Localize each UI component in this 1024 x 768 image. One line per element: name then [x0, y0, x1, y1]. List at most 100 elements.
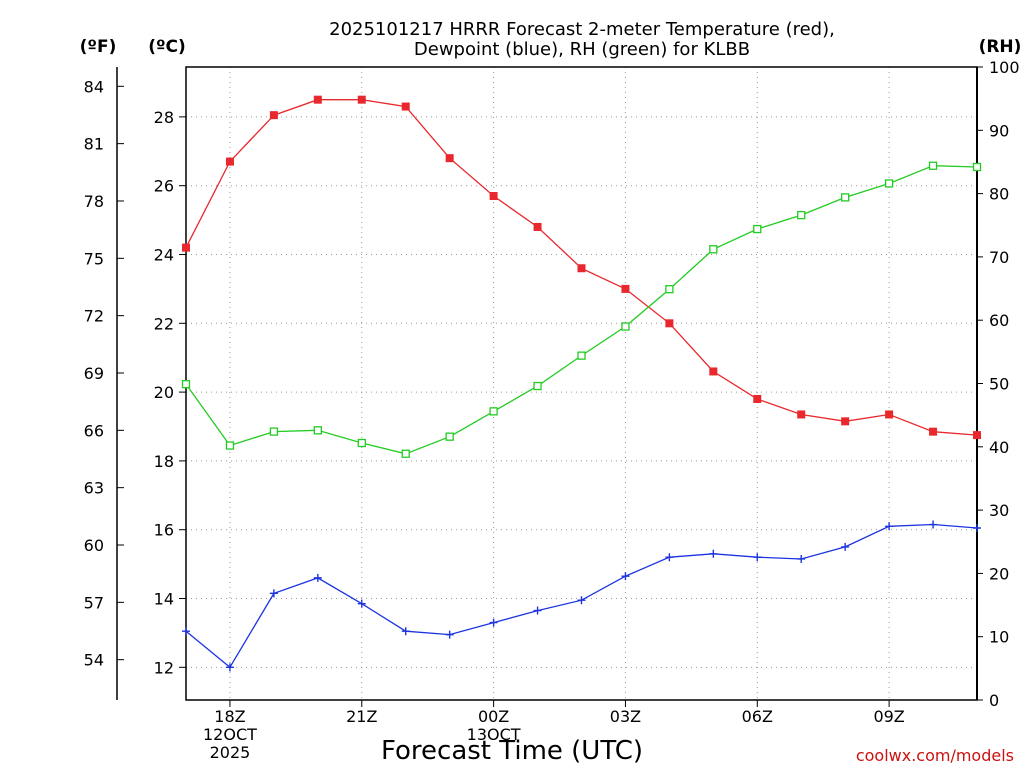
dewpoint-marker	[753, 553, 762, 562]
dewpoint-marker	[182, 627, 190, 636]
celsius-tick-label: 12	[154, 658, 174, 677]
rh-marker	[797, 210, 806, 220]
fahrenheit-unit-label: (ºF)	[80, 37, 117, 57]
rh-marker	[841, 193, 850, 202]
rh-line	[185, 165, 978, 455]
temperature-marker	[533, 222, 542, 231]
fahrenheit-tick-label: 84	[84, 77, 104, 96]
x-tick-label: 03Z	[610, 707, 641, 726]
credit-text: coolwx.com/models	[856, 746, 1014, 765]
dewpoint-marker	[797, 554, 806, 563]
temperature-marker	[401, 102, 410, 111]
celsius-tick-label: 28	[154, 108, 174, 127]
rh-marker	[489, 407, 498, 416]
temperature-marker	[973, 431, 981, 440]
rh-marker	[884, 179, 894, 188]
dewpoint-marker	[225, 663, 234, 672]
rh-marker	[269, 427, 279, 436]
rh-marker	[665, 285, 674, 294]
x-tick-label: 18Z	[214, 707, 245, 726]
temperature-marker	[665, 319, 674, 328]
rh-tick-label: 20	[989, 564, 1009, 583]
temperature-marker	[269, 111, 278, 120]
dewpoint-marker	[489, 618, 498, 627]
rh-marker	[709, 245, 718, 254]
fahrenheit-tick-label: 72	[84, 307, 104, 326]
temperature-marker	[885, 410, 894, 419]
gridlines	[186, 67, 977, 700]
rh-tick-label: 40	[989, 438, 1009, 457]
x-tick-label: 2025	[210, 743, 251, 762]
x-tick-label: 06Z	[742, 707, 773, 726]
x-tick-label: 13OCT	[467, 725, 521, 744]
rh-marker	[928, 161, 938, 170]
rh-marker	[357, 438, 366, 448]
rh-marker	[445, 432, 454, 441]
temperature-marker	[577, 264, 586, 273]
rh-unit-label: (RH)	[979, 37, 1022, 57]
dewpoint-marker	[401, 627, 410, 636]
temperature-marker	[313, 95, 322, 104]
rh-series	[181, 161, 982, 458]
temperature-marker	[621, 284, 630, 293]
rh-tick-label: 0	[989, 691, 999, 710]
temperature-marker	[709, 367, 718, 376]
temperature-marker	[797, 410, 806, 419]
dewpoint-line	[185, 523, 978, 669]
temperature-marker	[445, 154, 454, 163]
temperature-marker	[182, 243, 190, 252]
celsius-tick-label: 18	[154, 452, 174, 471]
fahrenheit-tick-label: 54	[84, 651, 104, 670]
rh-marker	[972, 162, 982, 172]
rh-tick-label: 60	[989, 311, 1009, 330]
rh-marker	[621, 322, 630, 331]
fahrenheit-tick-label: 81	[84, 135, 104, 154]
rh-marker	[753, 224, 762, 234]
x-axis-label: Forecast Time (UTC)	[381, 736, 643, 766]
fahrenheit-tick-label: 66	[84, 421, 104, 440]
rh-tick-label: 30	[989, 501, 1009, 520]
celsius-tick-label: 26	[154, 177, 174, 196]
dewpoint-marker	[929, 520, 938, 529]
tick-labels: 12 14 16 18 20 22 24 26 28 54 57 60 63 66 69 72 75 78 81 84…	[84, 58, 1020, 762]
celsius-tick-label: 16	[154, 521, 174, 540]
dewpoint-marker	[313, 573, 322, 582]
rh-marker	[181, 379, 191, 389]
rh-tick-label: 10	[989, 628, 1009, 647]
temperature-marker	[753, 394, 762, 403]
plot-frame	[185, 66, 978, 701]
dewpoint-marker	[269, 589, 278, 598]
chart-title-line2: Dewpoint (blue), RH (green) for KLBB	[414, 39, 750, 60]
celsius-tick-label: 22	[154, 314, 174, 333]
dewpoint-marker	[357, 599, 366, 608]
rh-tick-label: 70	[989, 248, 1009, 267]
data-series	[181, 95, 982, 672]
dewpoint-series	[182, 520, 981, 672]
dewpoint-marker	[973, 523, 981, 532]
temperature-marker	[929, 427, 938, 436]
dewpoint-marker	[885, 522, 894, 531]
rh-marker	[533, 381, 542, 391]
dewpoint-marker	[621, 572, 630, 581]
temperature-marker	[357, 95, 366, 104]
dewpoint-marker	[577, 596, 586, 605]
rh-tick-label: 80	[989, 185, 1009, 204]
rh-marker	[577, 351, 586, 360]
celsius-unit-label: (ºC)	[148, 37, 186, 57]
temperature-series	[182, 95, 981, 440]
dewpoint-marker	[665, 553, 674, 562]
rh-tick-label: 100	[989, 58, 1020, 77]
fahrenheit-tick-label: 57	[84, 593, 104, 612]
x-tick-label: 00Z	[478, 707, 509, 726]
temperature-marker	[489, 192, 498, 201]
x-tick-label: 12OCT	[203, 725, 257, 744]
dewpoint-marker	[445, 630, 454, 639]
rh-tick-label: 50	[989, 375, 1009, 394]
celsius-tick-label: 14	[154, 590, 174, 609]
rh-marker	[401, 449, 410, 458]
dewpoint-marker	[709, 549, 718, 558]
rh-marker	[225, 441, 235, 450]
rh-marker	[313, 426, 322, 435]
celsius-tick-label: 20	[154, 383, 174, 402]
